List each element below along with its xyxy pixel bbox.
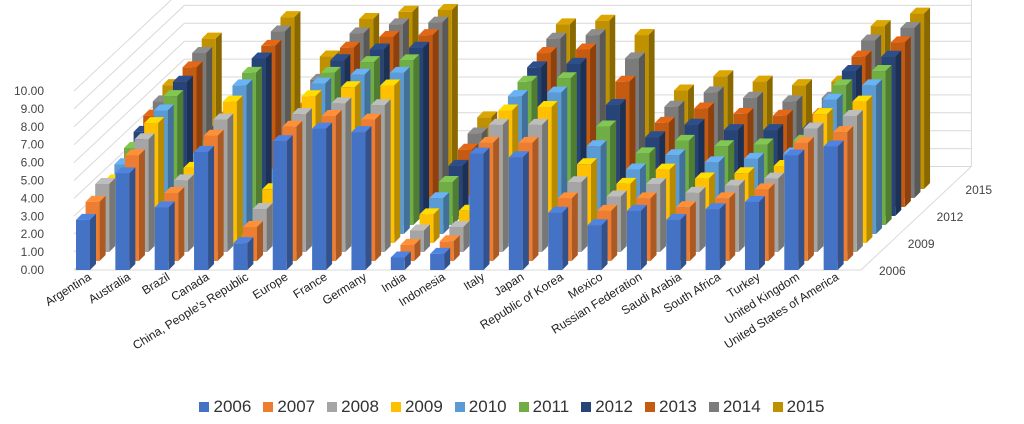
y-tick-label: 5.00	[21, 174, 45, 188]
y-tick-label: 7.00	[21, 138, 45, 152]
x-tick-label: Brazil	[139, 270, 172, 298]
y-tick-label: 2.00	[21, 227, 45, 241]
depth-tick-label: 2012	[937, 210, 964, 224]
depth-tick-label: 2015	[965, 183, 992, 197]
legend-swatch	[772, 402, 783, 412]
y-tick-label: 9.00	[21, 102, 45, 116]
x-tick-label: Argentina	[43, 270, 94, 309]
bar-2006-3	[194, 145, 215, 270]
bar-2006-6	[312, 122, 333, 270]
y-tick-label: 6.00	[21, 156, 45, 170]
x-tick-label: Australia	[86, 269, 133, 306]
y-tick-label: 0.00	[21, 263, 45, 277]
legend-label: 2008	[341, 397, 379, 416]
legend-item: 2008	[327, 397, 379, 417]
legend-item: 2007	[263, 397, 315, 417]
bars	[76, 4, 931, 270]
legend-swatch	[263, 402, 274, 412]
legend-item: 2013	[645, 397, 697, 417]
legend-item: 2010	[454, 397, 507, 417]
x-tick-label: Germany	[320, 270, 369, 308]
bar-2006-4	[233, 237, 254, 270]
bar-2006-7	[351, 126, 372, 270]
legend-swatch	[645, 402, 656, 412]
bar-2006-11	[508, 151, 529, 270]
bar-2006-15	[666, 213, 687, 270]
legend-swatch	[581, 402, 592, 412]
bar-2006-17	[744, 195, 765, 270]
depth-tick-label: 2006	[879, 264, 906, 278]
x-tick-label: Europe	[250, 270, 291, 303]
bar-2006-10	[469, 147, 490, 270]
bar-2006-8	[390, 251, 411, 270]
bar-2006-0	[76, 213, 96, 270]
y-tick-label: 10.00	[14, 84, 44, 98]
legend-label: 2007	[277, 397, 316, 416]
y-tick-label: 8.00	[21, 120, 45, 134]
bar-2006-16	[705, 203, 726, 270]
bar-2006-13	[587, 219, 608, 270]
legend-swatch	[454, 402, 465, 412]
y-tick-label: 4.00	[21, 191, 45, 205]
legend-item: 2011	[518, 397, 570, 417]
legend-label: 2010	[468, 397, 507, 416]
legend-swatch	[327, 402, 338, 412]
legend-label: 2013	[659, 397, 697, 416]
legend-item: 2009	[390, 397, 443, 417]
legend-item: 2006	[199, 397, 251, 417]
y-tick-label: 1.00	[21, 245, 45, 259]
legend-item: 2015	[772, 397, 825, 417]
legend-swatch	[390, 402, 401, 412]
bar-2006-12	[548, 206, 569, 270]
y-tick-label: 3.00	[21, 209, 45, 223]
x-tick-label: Italy	[461, 270, 487, 294]
bar-2006-18	[784, 149, 805, 270]
legend-swatch	[518, 402, 529, 412]
legend-item: 2014	[708, 397, 761, 417]
bar-2006-14	[626, 204, 647, 270]
bar-2006-5	[272, 135, 293, 270]
bar-2006-9	[430, 247, 451, 270]
bar-2006-1	[115, 167, 136, 270]
bar-2006-2	[154, 201, 175, 270]
legend-label: 2006	[213, 397, 252, 416]
legend-label: 2009	[404, 397, 443, 416]
legend-swatch	[199, 402, 210, 412]
y-axis: 0.00 1.00 2.00 3.00 4.00 5.00 6.00 7.00 8.00 9.00…	[14, 84, 44, 277]
chart-plot: 0.00 1.00 2.00 3.00 4.00 5.00 6.00 7.00 8.00 9.00…	[14, 0, 992, 352]
legend-item: 2012	[581, 397, 633, 417]
legend: 2006 2007 2008 2009 2010 2011 2012 2013 2014 2015	[0, 393, 1024, 421]
legend-swatch	[708, 402, 719, 412]
legend-label: 2015	[786, 397, 825, 416]
depth-tick-label: 2009	[908, 237, 935, 251]
legend-label: 2011	[532, 397, 570, 416]
legend-label: 2014	[722, 397, 761, 416]
bar-2006-19	[823, 140, 844, 270]
legend-label: 2012	[595, 397, 634, 416]
